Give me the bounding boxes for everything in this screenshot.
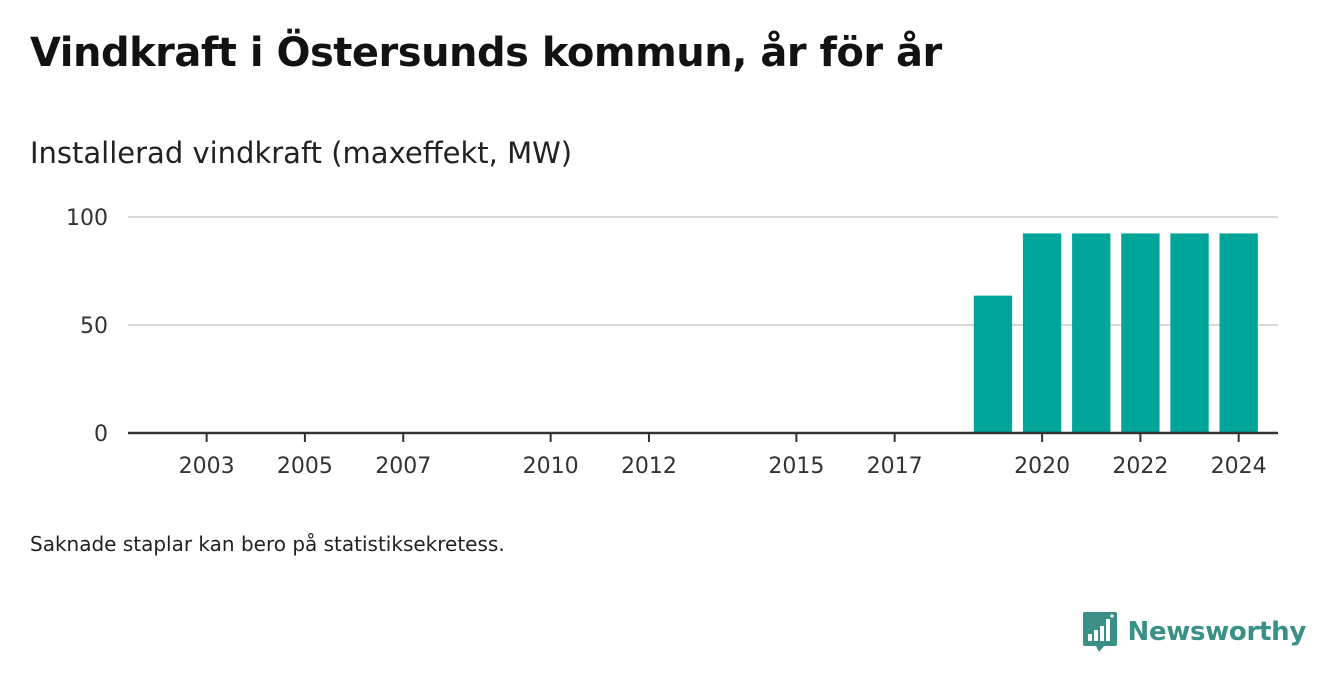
x-tick-label: 2003 — [179, 454, 235, 479]
x-tick-label: 2007 — [375, 454, 431, 479]
footnote: Saknade staplar kan bero på statistiksek… — [30, 532, 505, 556]
x-tick-label: 2024 — [1211, 454, 1267, 479]
y-tick-label: 100 — [66, 206, 108, 231]
bar — [1170, 233, 1209, 433]
bar-chart-speech-bubble-icon — [1082, 612, 1117, 652]
bar — [973, 295, 1013, 433]
chart-title: Vindkraft i Östersunds kommun, år för år — [30, 30, 942, 76]
x-tick-label: 2022 — [1112, 454, 1168, 479]
x-tick-label: 2015 — [768, 454, 824, 479]
bar — [1219, 233, 1258, 433]
y-tick-label: 0 — [94, 422, 108, 447]
brand-name: Newsworthy — [1127, 617, 1307, 647]
y-axis-labels: 0 50 100 — [66, 206, 108, 447]
x-tick-label: 2020 — [1014, 454, 1070, 479]
x-tick-label: 2010 — [523, 454, 579, 479]
x-axis: 2003 2005 2007 2010 2012 2015 2017 2020 2022 2024 — [128, 431, 1278, 479]
chart-subtitle: Installerad vindkraft (maxeffekt, MW) — [30, 136, 573, 170]
brand-logo-link[interactable]: Newsworthy — [1082, 610, 1306, 654]
x-tick-label: 2012 — [621, 454, 677, 479]
bars — [973, 233, 1258, 433]
y-tick-label: 50 — [80, 314, 108, 339]
bar — [1072, 233, 1111, 433]
bar — [1121, 233, 1160, 433]
bar — [1022, 233, 1062, 433]
x-tick-label: 2005 — [277, 454, 333, 479]
x-tick-label: 2017 — [867, 454, 923, 479]
